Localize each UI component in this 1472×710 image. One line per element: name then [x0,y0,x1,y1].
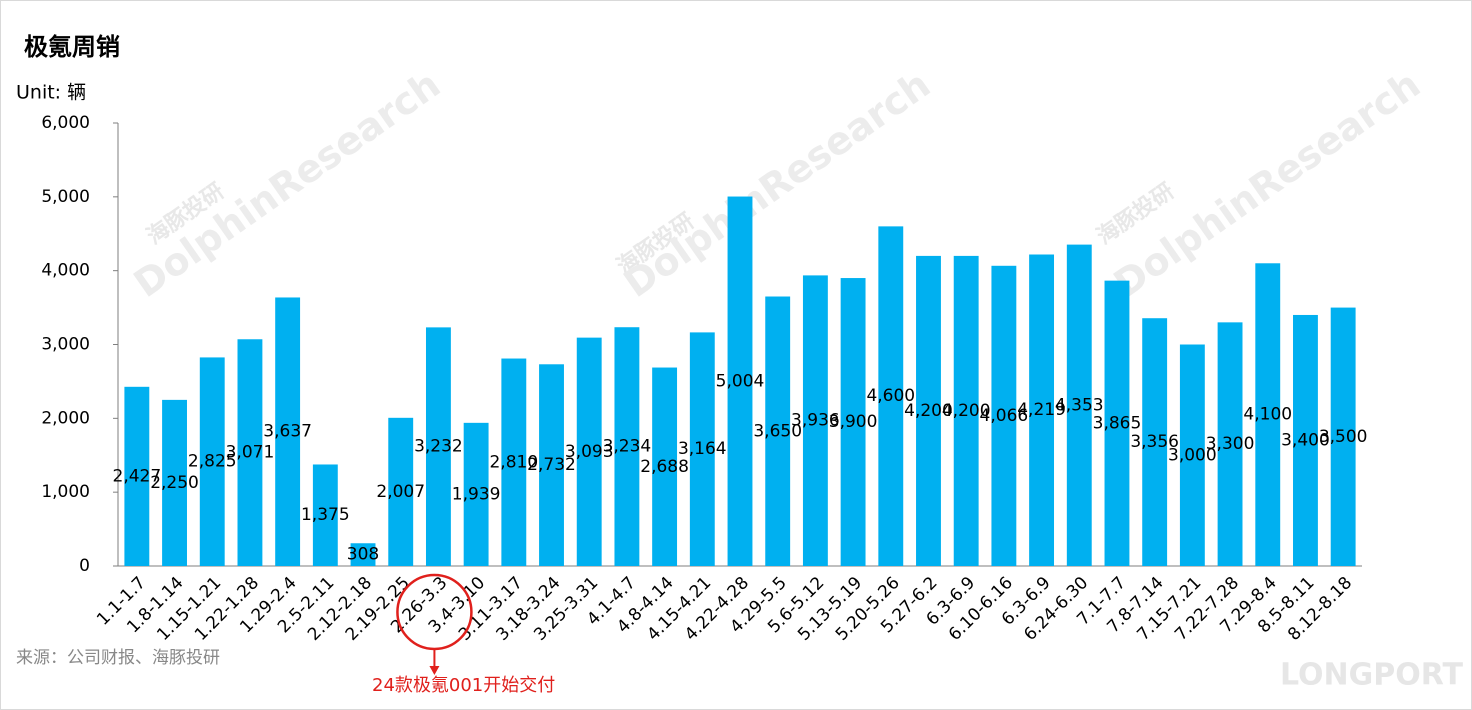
value-label: 4,200 [904,401,953,421]
watermark: LONGPORT [1280,658,1464,693]
value-label: 4,353 [1055,395,1104,415]
bar [1217,322,1243,566]
bar [275,297,301,566]
bar [878,226,904,566]
bar [576,337,602,566]
bar [1293,314,1318,566]
bar [840,278,866,566]
value-label: 2,007 [376,482,425,502]
bar [1330,307,1356,566]
bar [1255,263,1281,566]
bar [350,543,376,566]
value-label: 2,250 [150,473,199,493]
value-label: 2,810 [489,452,538,472]
value-label: 308 [347,545,379,565]
bar [1179,344,1205,566]
bar [501,358,527,566]
annotation: 24款极氪001开始交付 [372,675,555,696]
bar [388,417,414,566]
bar [539,364,564,566]
bar [463,422,489,566]
y-tick-label: 6,000 [41,113,90,133]
value-label: 3,356 [1130,432,1179,452]
value-label: 3,900 [829,412,878,432]
bar [162,399,187,566]
bar [765,296,791,566]
bar [1066,244,1092,566]
value-label: 2,825 [188,452,237,472]
chart-title: 极氪周销 [24,33,120,61]
bar [199,357,225,566]
value-label: 3,500 [1319,427,1368,447]
source: 来源：公司财报、海豚投研 [16,648,220,668]
bar [124,386,150,566]
bar [237,339,263,566]
value-label: 3,093 [565,442,614,462]
value-label: 3,234 [603,437,652,457]
y-tick-label: 5,000 [41,187,90,207]
value-label: 1,939 [452,484,501,504]
value-label: 1,375 [301,505,350,525]
value-label: 4,066 [980,406,1029,426]
y-tick-label: 1,000 [41,482,90,502]
bar [727,196,753,566]
value-label: 3,071 [226,443,275,463]
unit-label: Unit: 辆 [16,82,86,104]
y-tick-label: 0 [79,556,90,576]
value-label: 3,000 [1168,445,1217,465]
bar [425,327,451,566]
value-label: 2,688 [640,457,689,477]
value-label: 3,232 [414,437,463,457]
y-tick-label: 3,000 [41,335,90,355]
y-tick-label: 4,000 [41,261,90,281]
value-label: 3,936 [791,411,840,431]
value-label: 5,004 [716,371,765,391]
annotation-arrowhead [429,666,440,675]
bar [614,327,640,566]
bar [1029,254,1055,566]
bar [689,332,715,566]
bar [652,367,678,566]
bar [953,255,979,566]
value-label: 3,637 [263,422,312,442]
bar [991,265,1017,566]
value-label: 4,100 [1243,405,1292,425]
value-label: 3,300 [1206,434,1255,454]
bar [1142,318,1168,566]
value-label: 2,427 [113,466,162,486]
value-label: 4,600 [866,386,915,406]
value-label: 4,200 [942,401,991,421]
bar [802,275,828,566]
value-label: 4,219 [1017,400,1066,420]
bar [312,464,338,566]
value-label: 3,164 [678,439,727,459]
y-tick-label: 2,000 [41,408,90,428]
value-label: 3,865 [1093,413,1142,433]
bar [916,255,941,566]
value-label: 3,400 [1281,430,1330,450]
value-label: 2,732 [527,455,576,475]
bar [1104,280,1130,566]
value-label: 3,650 [753,421,802,441]
